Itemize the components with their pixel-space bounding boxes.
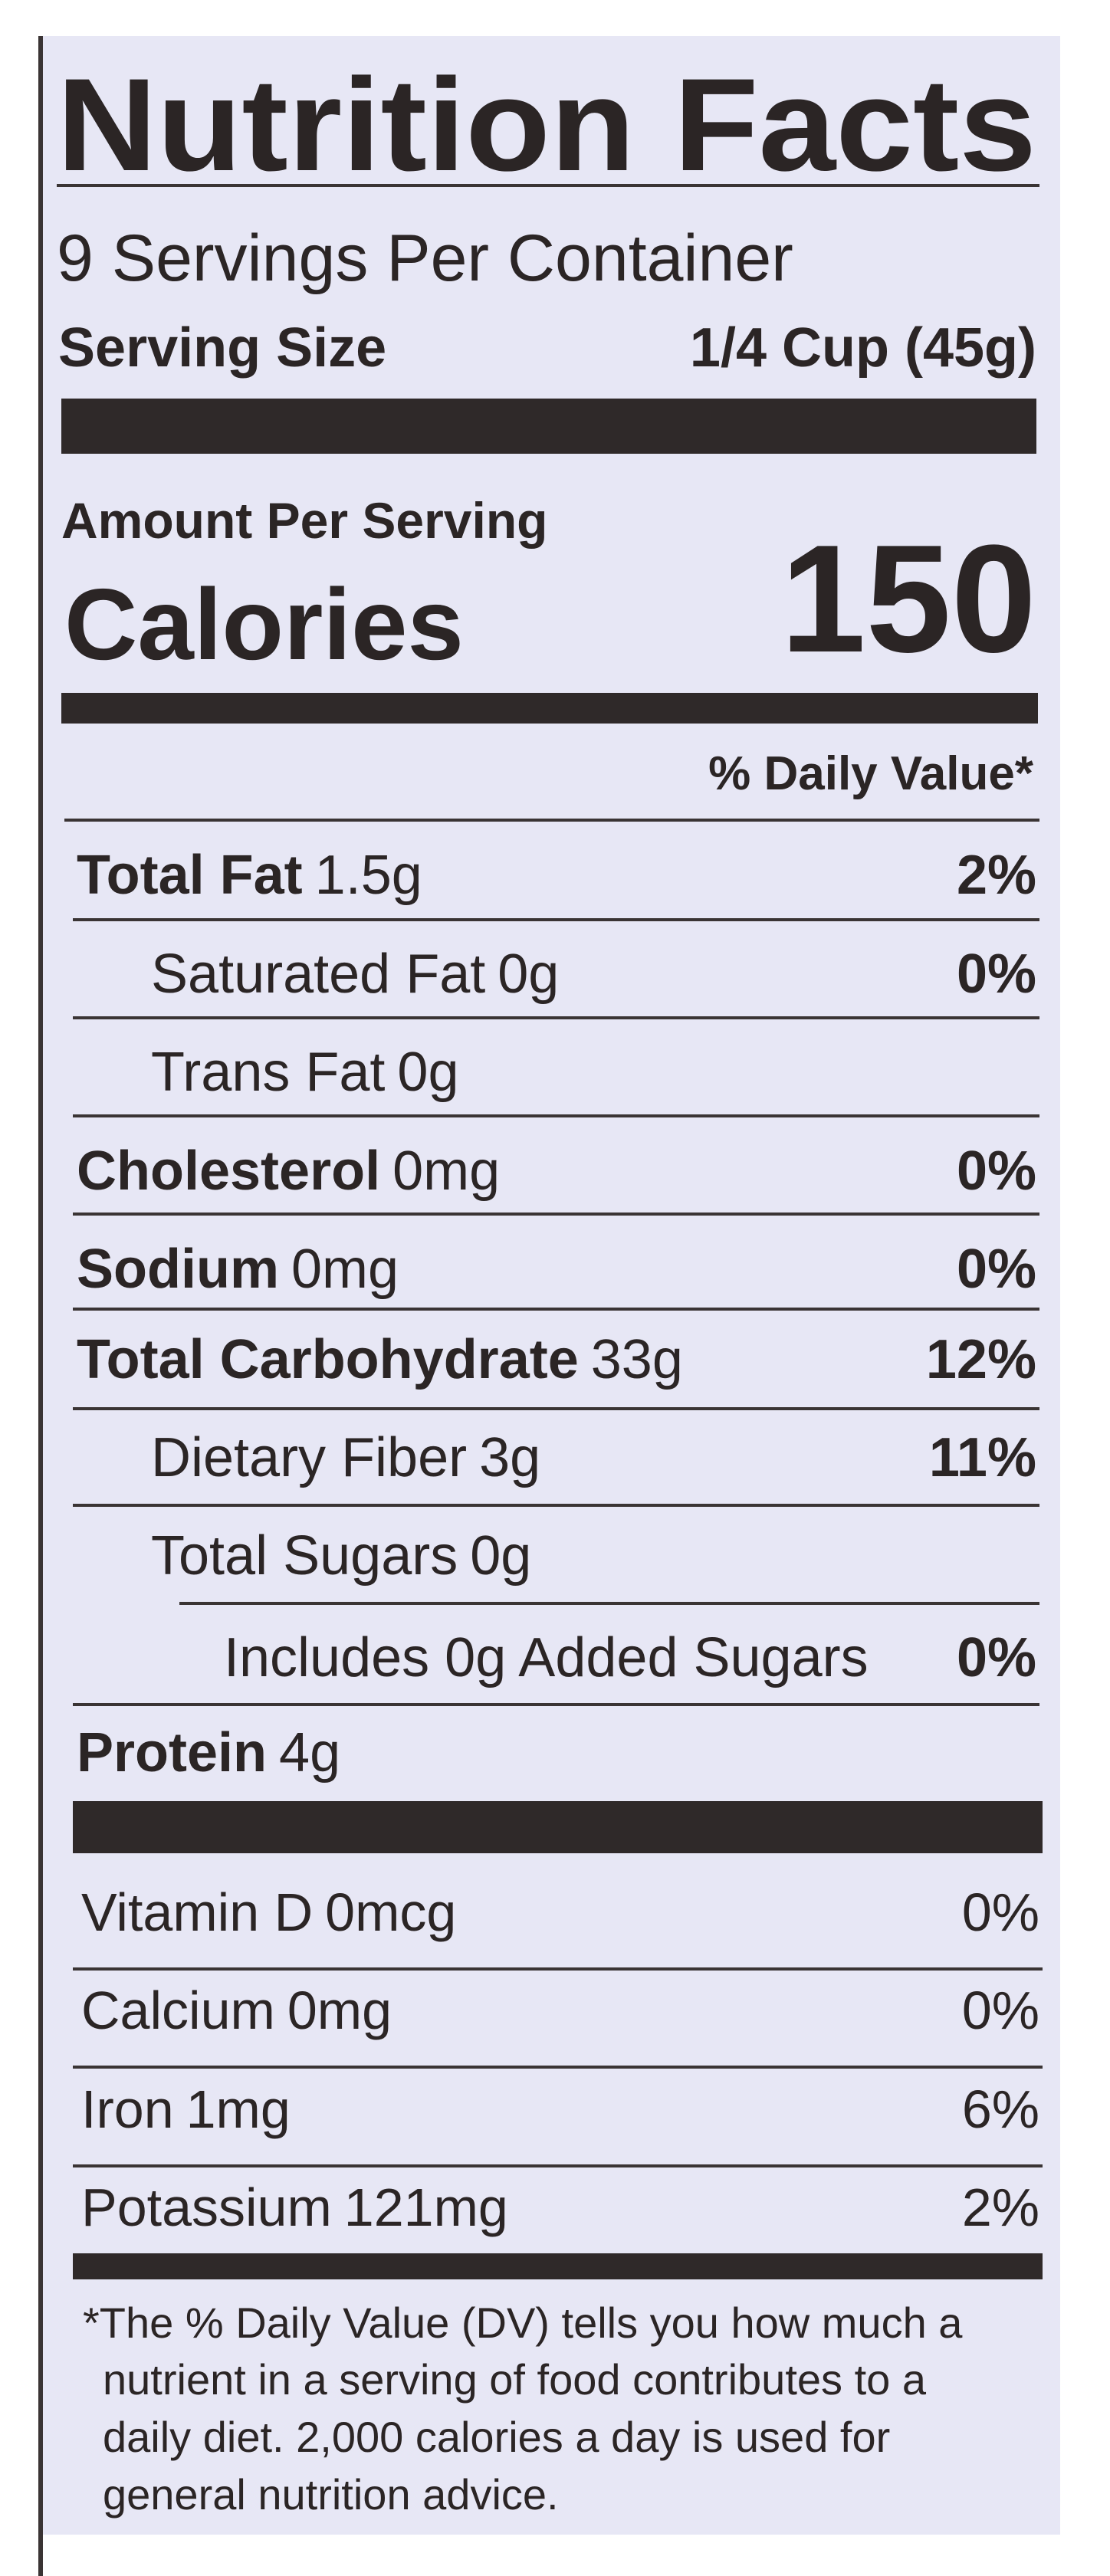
nutrient-name: Saturated Fat [151,943,485,1005]
servings: 9 Servings Per Container [57,222,793,295]
nutrient-name: Total Carbohydrate [77,1329,579,1390]
rule [73,2066,1043,2069]
nutrient-amount: 1.5g [315,845,422,906]
nutrient-amount: 0g [397,1042,458,1103]
footnote-line: daily diet. 2,000 calories a day is used… [103,2413,890,2461]
title: Nutrition Facts [57,51,1036,199]
footnote-line: *The % Daily Value (DV) tells you how mu… [83,2299,963,2347]
nutrient-amount: 0g [498,943,559,1005]
nutrient-dv: 0% [957,1239,1036,1300]
rule [57,184,1039,187]
vitamin-row: Iron 1mg [81,2079,291,2139]
rule [73,1967,1043,1971]
nutrient-name: Total Sugars [151,1525,458,1587]
amount-per-serving: Amount Per Serving [61,492,547,549]
rule [73,1703,1039,1706]
calories-label: Calories [64,568,464,681]
serving-size-label: Serving Size [58,317,386,379]
nutrient-name: Cholesterol [77,1140,380,1202]
rule [73,1213,1039,1216]
nutrient-row: Trans Fat 0g [151,1042,459,1103]
nutrient-amount: 4g [279,1722,340,1784]
rule [179,1602,1039,1605]
nutrient-dv: 0% [957,1627,1036,1688]
vitamin-dv: 0% [962,1980,1039,2040]
nutrient-amount: 0g [470,1525,531,1587]
nutrient-name: Includes 0g Added Sugars [224,1627,869,1688]
nutrient-amount: 0mg [392,1140,500,1202]
rule [73,2164,1043,2167]
nutrient-dv: 0% [957,943,1036,1005]
medium-bar [73,2253,1043,2279]
nutrient-row: Total Sugars 0g [151,1525,531,1587]
thick-bar [61,399,1036,454]
nutrient-name: Dietary Fiber [151,1427,467,1488]
vitamin-dv: 2% [962,2177,1039,2237]
thick-bar [73,1801,1043,1853]
medium-bar [61,693,1038,724]
rule [73,1407,1039,1410]
rule [73,1114,1039,1117]
nutrient-row: Cholesterol 0mg [77,1140,500,1202]
calories-value: 150 [780,514,1036,684]
nutrient-amount: 33g [591,1329,683,1390]
rule [73,918,1039,921]
nutrient-dv: 2% [957,845,1036,906]
vitamin-name: Iron [81,2079,174,2139]
label-edge [38,36,43,2576]
vitamin-name: Potassium [81,2177,332,2237]
nutrient-row: Saturated Fat 0g [151,943,559,1005]
footnote-line: nutrient in a serving of food contribute… [103,2355,927,2404]
vitamin-amount: 121mg [344,2177,508,2237]
vitamin-dv: 6% [962,2079,1039,2139]
rule [64,819,1039,822]
nutrient-row: Sodium 0mg [77,1239,399,1300]
vitamin-amount: 0mcg [325,1882,456,1942]
vitamin-row: Vitamin D 0mcg [81,1882,456,1942]
nutrient-row: Total Carbohydrate 33g [77,1329,683,1390]
rule [73,1308,1039,1311]
nutrient-row: Total Fat 1.5g [77,845,422,906]
vitamin-name: Vitamin D [81,1882,313,1942]
nutrient-amount: 0mg [291,1239,399,1300]
nutrient-name: Sodium [77,1239,279,1300]
vitamin-dv: 0% [962,1882,1039,1942]
serving-size-value: 1/4 Cup (45g) [690,317,1036,379]
nutrient-row: Dietary Fiber 3g [151,1427,540,1488]
nutrient-row: Protein 4g [77,1722,340,1784]
nutrient-name: Protein [77,1722,267,1784]
nutrient-dv: 12% [926,1329,1036,1390]
nutrient-dv: 0% [957,1140,1036,1202]
vitamin-name: Calcium [81,1980,275,2040]
nutrient-dv: 11% [929,1427,1036,1488]
nutrient-name: Total Fat [77,845,303,906]
nutrient-row: Includes 0g Added Sugars [224,1627,869,1688]
nutrient-name: Trans Fat [151,1042,385,1103]
rule [73,1504,1039,1507]
vitamin-amount: 1mg [186,2079,291,2139]
rule [73,1016,1039,1019]
vitamin-amount: 0mg [287,1980,392,2040]
dv-header: % Daily Value* [708,747,1034,800]
nutrient-amount: 3g [479,1427,540,1488]
footnote-line: general nutrition advice. [103,2470,559,2519]
vitamin-row: Potassium 121mg [81,2177,508,2237]
vitamin-row: Calcium 0mg [81,1980,392,2040]
